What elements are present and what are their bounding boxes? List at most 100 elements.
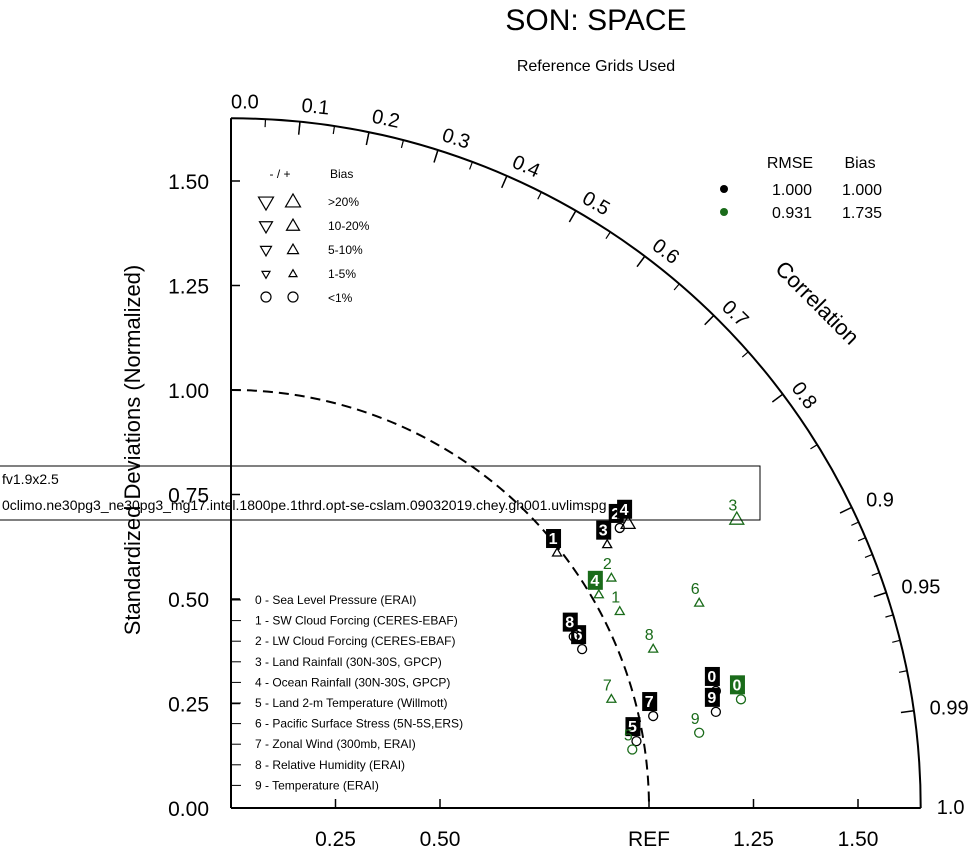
- data-point-label: 5: [624, 727, 633, 744]
- rmse-value: 1.000: [772, 182, 812, 199]
- bias-legend-down-triangle: [260, 270, 272, 280]
- bias-legend-sign-header: - / +: [269, 167, 290, 181]
- data-point-marker: [605, 571, 618, 582]
- y-tick-label: 1.25: [168, 276, 209, 299]
- data-point-marker: [605, 693, 618, 703]
- data-point-marker: [728, 510, 745, 525]
- data-point-marker: [619, 514, 637, 530]
- correlation-tick-mark: [365, 132, 370, 146]
- bias-legend-up-triangle: [287, 268, 299, 278]
- correlation-tick-label: 0.95: [901, 577, 940, 599]
- data-point-marker: [551, 546, 563, 557]
- reference-arc: [230, 389, 650, 809]
- bias-value: 1.735: [842, 205, 882, 222]
- data-point-marker: [647, 643, 659, 653]
- correlation-tick-label: 0.3: [439, 124, 472, 153]
- data-point-label-box: [729, 675, 745, 695]
- y-tick-label: 0.50: [168, 589, 209, 612]
- data-point-marker: [648, 710, 659, 722]
- data-point-label: 4: [620, 502, 629, 519]
- case-label-box: [0, 465, 761, 521]
- bias-legend-circle: [287, 291, 299, 303]
- correlation-tick-mark: [771, 393, 784, 403]
- data-point-label-box: [546, 529, 562, 549]
- y-tick-label: 0.25: [168, 694, 209, 717]
- bias-legend-up-triangle: [284, 192, 302, 208]
- x-tick-label: REF: [628, 828, 670, 851]
- data-point-label: 2: [611, 506, 620, 523]
- rmse-value: 0.931: [772, 205, 812, 222]
- x-tick-label: 1.50: [838, 828, 879, 851]
- correlation-tick-label: 1.0: [937, 797, 965, 819]
- data-point-label: 8: [645, 627, 654, 644]
- correlation-tick-mark: [873, 591, 887, 598]
- correlation-minor-tick: [898, 670, 908, 673]
- y-tick-label: 1.00: [168, 380, 209, 403]
- correlation-minor-tick: [810, 444, 818, 450]
- bias-legend-row-label: <1%: [328, 291, 353, 305]
- correlation-minor-tick: [864, 553, 873, 558]
- bias-legend: - / + Bias >20% 10-20% 5-10% 1-5% <1%: [257, 167, 370, 305]
- data-point-label: 7: [645, 694, 654, 711]
- variable-legend-item: 3 - Land Rainfall (30N-30S, GPCP): [255, 655, 442, 669]
- data-point-label: 9: [691, 711, 700, 728]
- correlation-tick-mark: [297, 121, 301, 135]
- correlation-tick-label: 0.7: [717, 296, 752, 331]
- data-point-marker: [631, 735, 642, 747]
- correlation-tick-label: 0.2: [370, 106, 402, 133]
- rmse-header: RMSE: [767, 155, 813, 172]
- rmse-table-marker: [720, 208, 728, 216]
- bias-legend-row-label: 5-10%: [328, 243, 363, 257]
- variable-legend-item: 9 - Temperature (ERAI): [255, 778, 379, 792]
- bias-legend-row-label: >20%: [328, 195, 359, 209]
- data-point-label: 6: [691, 581, 700, 598]
- bias-legend-up-triangle: [285, 217, 301, 231]
- bias-value: 1.000: [842, 182, 882, 199]
- data-point-label: 1: [611, 590, 620, 607]
- correlation-minor-tick: [537, 191, 542, 200]
- chart-title: SON: SPACE: [505, 4, 686, 37]
- data-point-label-box: [642, 692, 658, 712]
- correlation-tick-label: 0.0: [231, 91, 259, 113]
- data-point-label: 3: [728, 498, 737, 515]
- bias-legend-row-label: 10-20%: [328, 219, 370, 233]
- bias-legend-up-triangle: [286, 242, 300, 255]
- data-point-marker: [576, 644, 588, 655]
- rmse-bias-table: RMSE Bias 1.000 1.000 0.931 1.735: [720, 155, 882, 222]
- correlation-minor-tick: [469, 161, 473, 170]
- variable-legend-item: 4 - Ocean Rainfall (30N-30S, GPCP): [255, 675, 450, 689]
- bias-legend-row-label: 1-5%: [328, 267, 356, 281]
- correlation-minor-tick: [741, 351, 749, 358]
- variable-legend-item: 0 - Sea Level Pressure (ERAI): [255, 593, 416, 607]
- correlation-tick-label: 0.99: [930, 697, 969, 719]
- data-series: 0 1 2 3 4 5 6 7 8 9: [587, 498, 747, 755]
- correlation-minor-tick: [885, 614, 894, 618]
- data-point-marker: [568, 631, 579, 642]
- correlation-tick-mark: [900, 709, 914, 714]
- correlation-tick-label: 0.6: [648, 235, 683, 269]
- chart-subtitle: Reference Grids Used: [517, 58, 675, 75]
- data-point-label-box: [704, 687, 720, 707]
- bias-legend-down-triangle: [257, 196, 275, 212]
- correlation-tick-mark: [839, 506, 853, 514]
- data-point-marker: [601, 538, 613, 549]
- correlation-tick-label: 0.1: [300, 95, 330, 120]
- correlation-tick-label: 0.9: [866, 489, 894, 511]
- bias-legend-down-triangle: [259, 245, 273, 258]
- data-point-label: 0: [707, 669, 716, 686]
- variable-legend-item: 1 - SW Cloud Forcing (CERES-EBAF): [255, 614, 458, 628]
- data-point-label-box: [704, 666, 720, 686]
- correlation-tick-mark: [636, 255, 646, 268]
- rmse-table-marker: [720, 185, 728, 193]
- x-tick-label: 0.50: [420, 828, 461, 851]
- data-point-label-box: [596, 520, 612, 540]
- correlation-tick-mark: [704, 314, 715, 326]
- x-tick-label: 1.25: [733, 828, 774, 851]
- outer-arc: [230, 117, 922, 809]
- correlation-minor-tick: [857, 537, 866, 542]
- x-tick-label: 0.25: [315, 828, 356, 851]
- data-point-label: 5: [628, 719, 637, 736]
- data-point-label-box: [625, 717, 641, 737]
